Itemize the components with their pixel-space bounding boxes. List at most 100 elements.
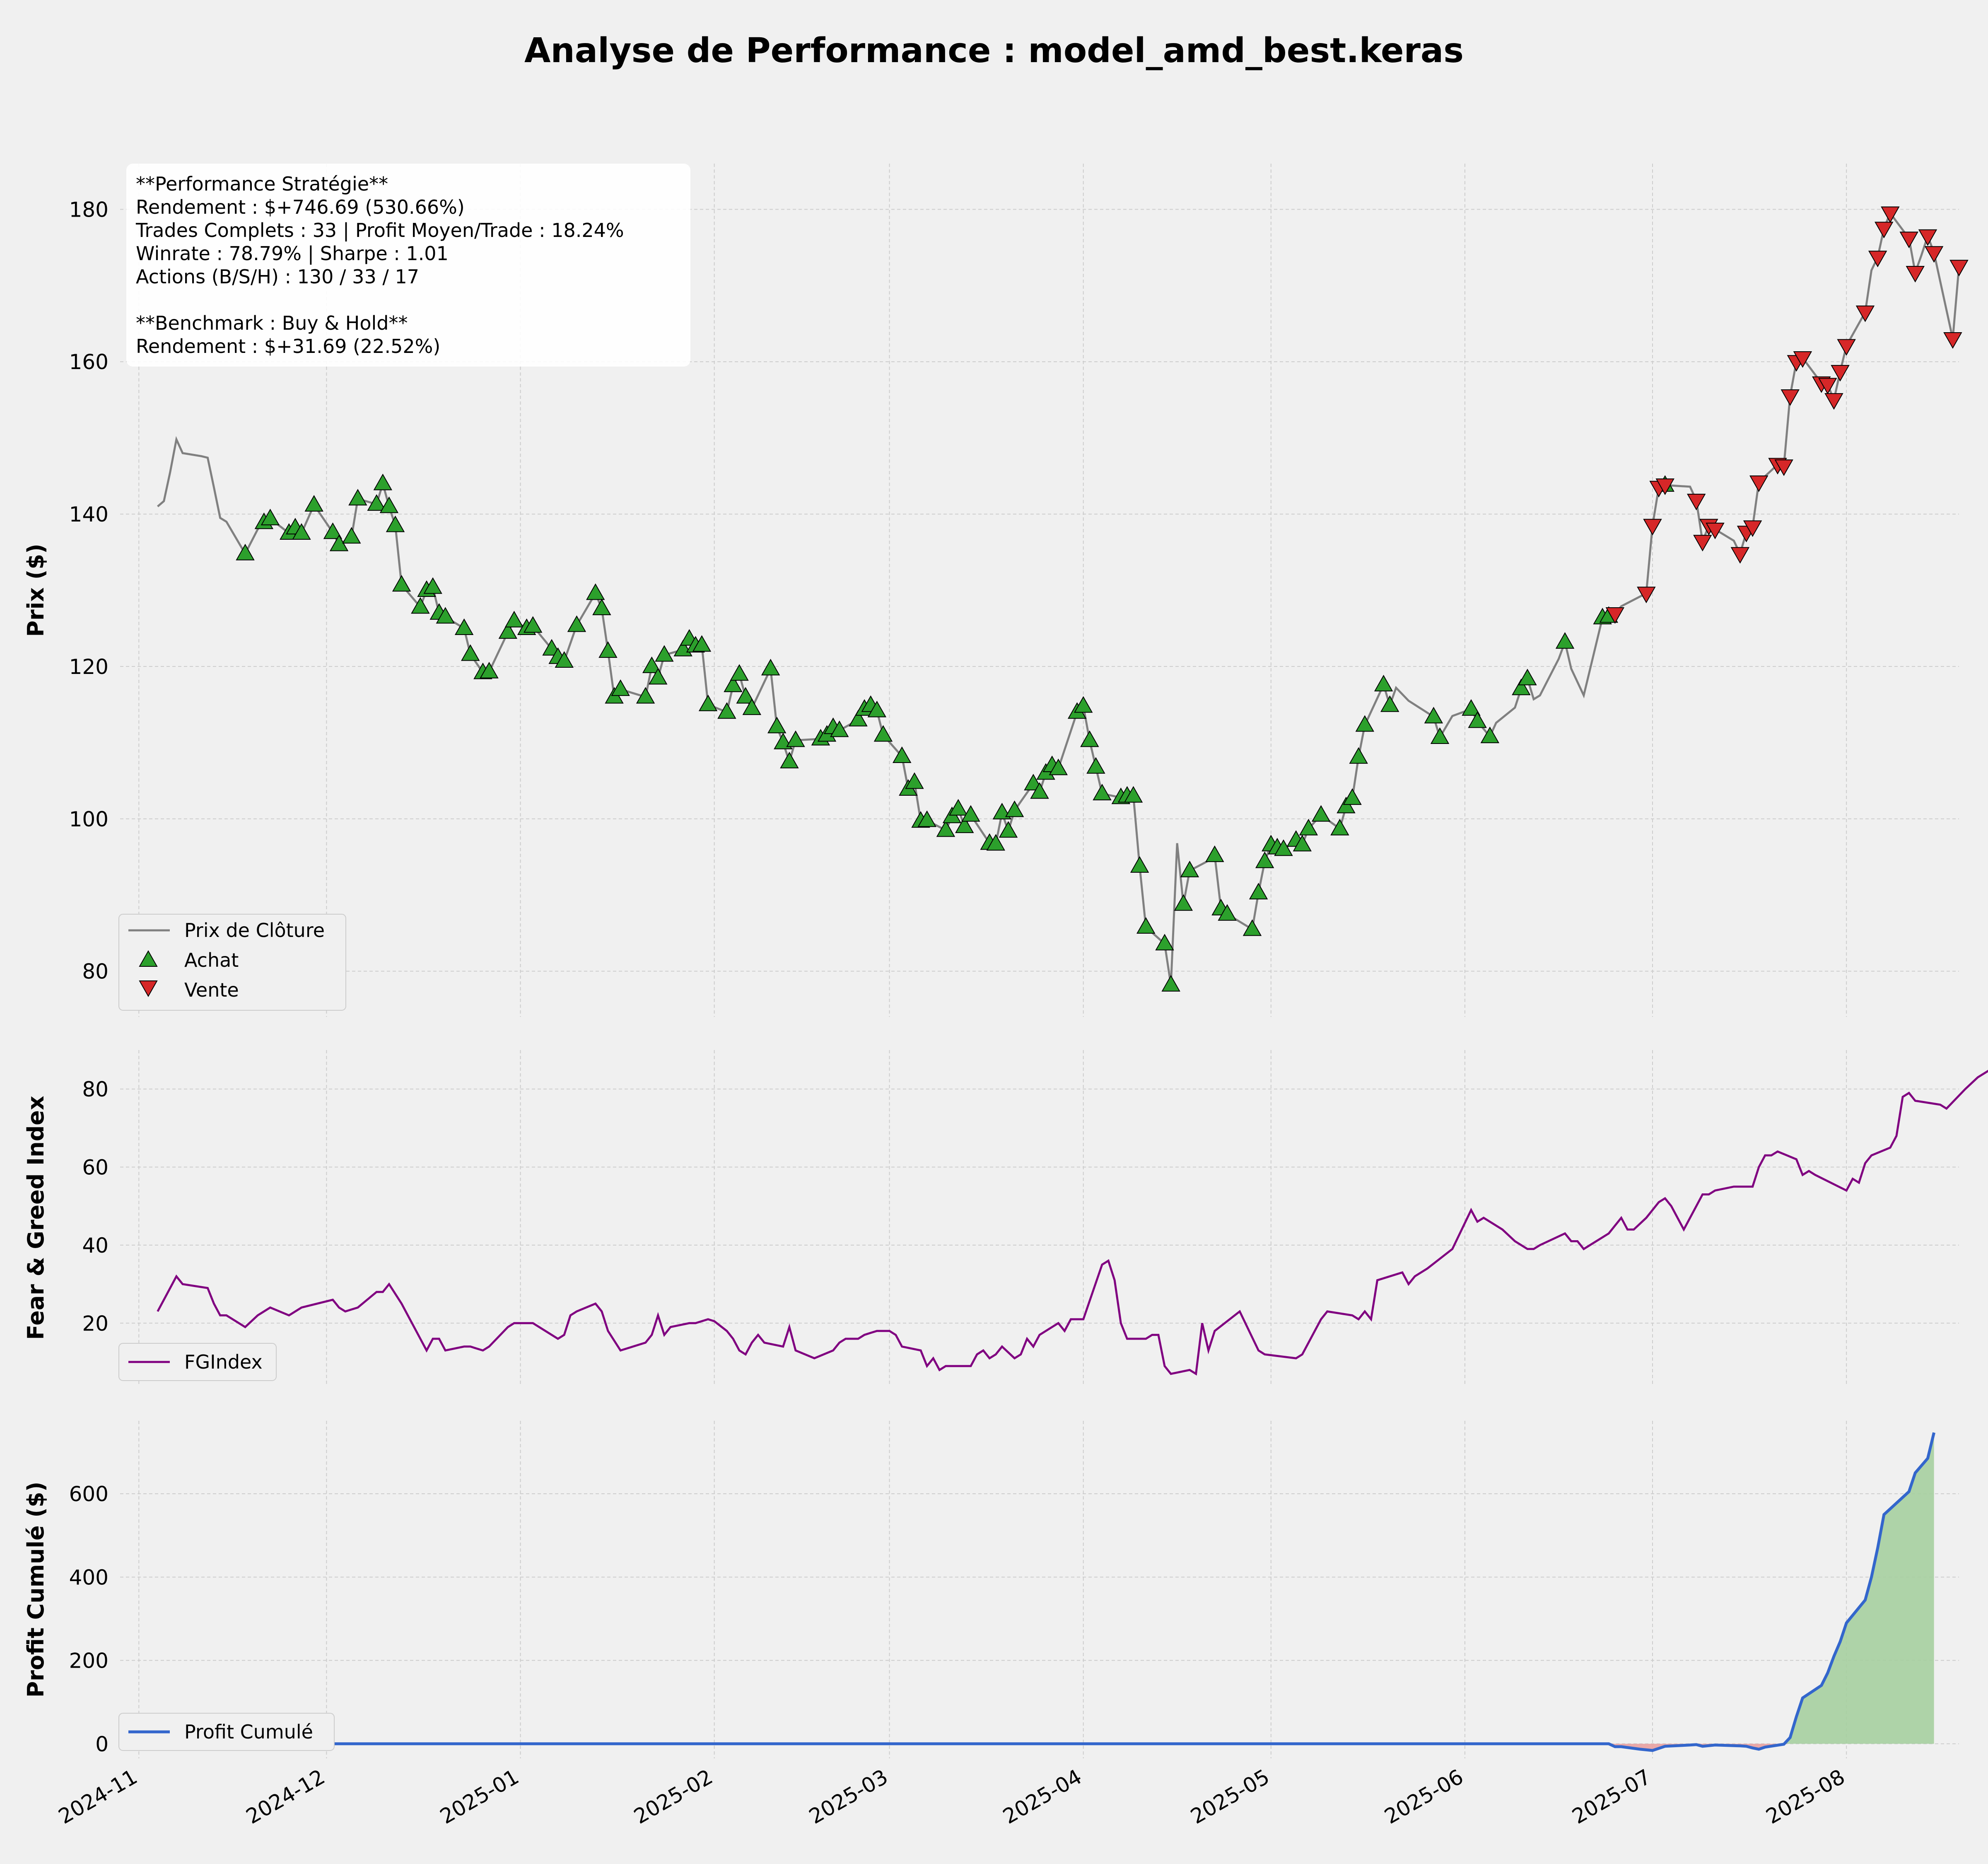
sell-marker (1749, 475, 1768, 492)
buy-marker (1080, 730, 1099, 747)
sell-marker (1605, 607, 1625, 624)
legend-fgindex-label: FGIndex (184, 1351, 263, 1373)
buy-marker (786, 730, 805, 747)
stats-box-line: Actions (B/S/H) : 130 / 33 / 17 (136, 266, 419, 288)
y-tick-label: 140 (69, 502, 109, 526)
buy-marker (555, 651, 574, 668)
chart-title: Analyse de Performance : model_amd_best.… (524, 31, 1464, 70)
sell-marker (1743, 520, 1762, 537)
buy-marker (830, 720, 849, 737)
buy-marker (948, 799, 968, 816)
buy-marker (1205, 845, 1224, 862)
y-axis-label: Prix ($) (23, 543, 49, 637)
legend-sell-label: Vente (184, 979, 239, 1001)
buy-marker (1430, 727, 1450, 744)
buy-marker (917, 810, 936, 827)
sell-marker (1686, 493, 1706, 510)
buy-marker (1124, 786, 1143, 803)
buy-marker (1249, 883, 1268, 900)
buy-marker (1242, 919, 1262, 936)
profit-negative-area (157, 1743, 1934, 1751)
buy-marker (323, 522, 343, 539)
buy-marker (1480, 727, 1500, 744)
buy-marker (498, 622, 518, 639)
legend-price-label: Prix de Clôture (184, 919, 325, 942)
y-tick-label: 20 (82, 1311, 109, 1335)
buy-marker (698, 694, 718, 711)
stats-box-line: Trades Complets : 33 | Profit Moyen/Trad… (135, 219, 624, 242)
buy-marker (236, 543, 255, 560)
buy-marker (1086, 757, 1105, 774)
buy-marker (304, 495, 323, 512)
fgindex-legend: FGIndex (118, 1343, 277, 1381)
legend-frame (118, 1343, 277, 1381)
buy-marker (636, 687, 655, 704)
buy-marker (454, 618, 474, 635)
buy-marker (392, 575, 411, 592)
buy-marker (642, 656, 661, 673)
buy-marker (961, 805, 980, 822)
buy-marker (504, 611, 524, 628)
sell-marker (1906, 266, 1925, 283)
legend-profit-label: Profit Cumulé (184, 1721, 313, 1743)
sell-marker (1706, 522, 1725, 539)
buy-marker (780, 751, 799, 768)
y-tick-label: 120 (69, 655, 109, 679)
buy-marker (1343, 788, 1362, 805)
sell-marker (1875, 222, 1894, 239)
buy-marker (1337, 797, 1356, 814)
legend-frame (118, 914, 346, 1011)
buy-marker (1180, 860, 1199, 877)
sell-marker (1831, 365, 1850, 382)
buy-marker (592, 599, 611, 616)
buy-marker (342, 527, 361, 544)
buy-marker (411, 597, 430, 614)
buy-marker (1174, 894, 1193, 911)
buy-marker (1512, 678, 1531, 695)
buy-marker (1462, 699, 1481, 716)
stats-box-line: Rendement : $+31.69 (22.52%) (136, 335, 440, 357)
buy-marker (261, 509, 280, 526)
buy-marker (1130, 856, 1149, 873)
buy-marker (598, 641, 618, 658)
buy-marker (1161, 975, 1180, 992)
sell-marker (1693, 535, 1712, 552)
buy-marker (893, 746, 912, 763)
buy-marker (936, 820, 955, 837)
sell-marker (1793, 351, 1812, 368)
legend-frame (118, 1713, 335, 1751)
buy-marker (1380, 695, 1399, 712)
sell-marker (1643, 519, 1662, 536)
buy-marker (423, 577, 442, 594)
y-tick-label: 180 (69, 198, 109, 222)
y-tick-label: 40 (82, 1234, 109, 1258)
buy-marker (1093, 784, 1112, 801)
sell-marker (1881, 206, 1900, 223)
buy-marker (1255, 851, 1274, 868)
buy-marker (292, 523, 311, 540)
buy-marker (867, 700, 887, 717)
y-tick-label: 80 (82, 1077, 109, 1101)
buy-marker (655, 645, 674, 662)
sell-marker (1655, 478, 1674, 495)
buy-marker (761, 659, 780, 676)
buy-marker (1311, 805, 1331, 822)
sell-marker (1899, 232, 1918, 249)
buy-marker (905, 772, 924, 789)
buy-marker (1030, 782, 1049, 799)
stats-box-line: **Performance Stratégie** (136, 173, 388, 195)
buy-marker (1136, 917, 1156, 934)
price-legend: Prix de Clôture Achat Vente (118, 914, 346, 1011)
buy-marker (742, 698, 762, 715)
buy-marker (348, 489, 367, 506)
stats-box: **Performance Stratégie** Rendement : $+… (126, 164, 690, 367)
buy-marker (611, 679, 630, 696)
buy-marker (1005, 800, 1024, 817)
sell-marker (1949, 260, 1969, 277)
legend-buy-swatch (139, 950, 158, 967)
stats-box-line: Rendement : $+746.69 (530.66%) (136, 196, 465, 218)
profit-legend: Profit Cumulé (118, 1713, 335, 1751)
buy-marker (1274, 839, 1293, 856)
buy-marker (1374, 675, 1393, 692)
sell-marker (1924, 246, 1944, 263)
